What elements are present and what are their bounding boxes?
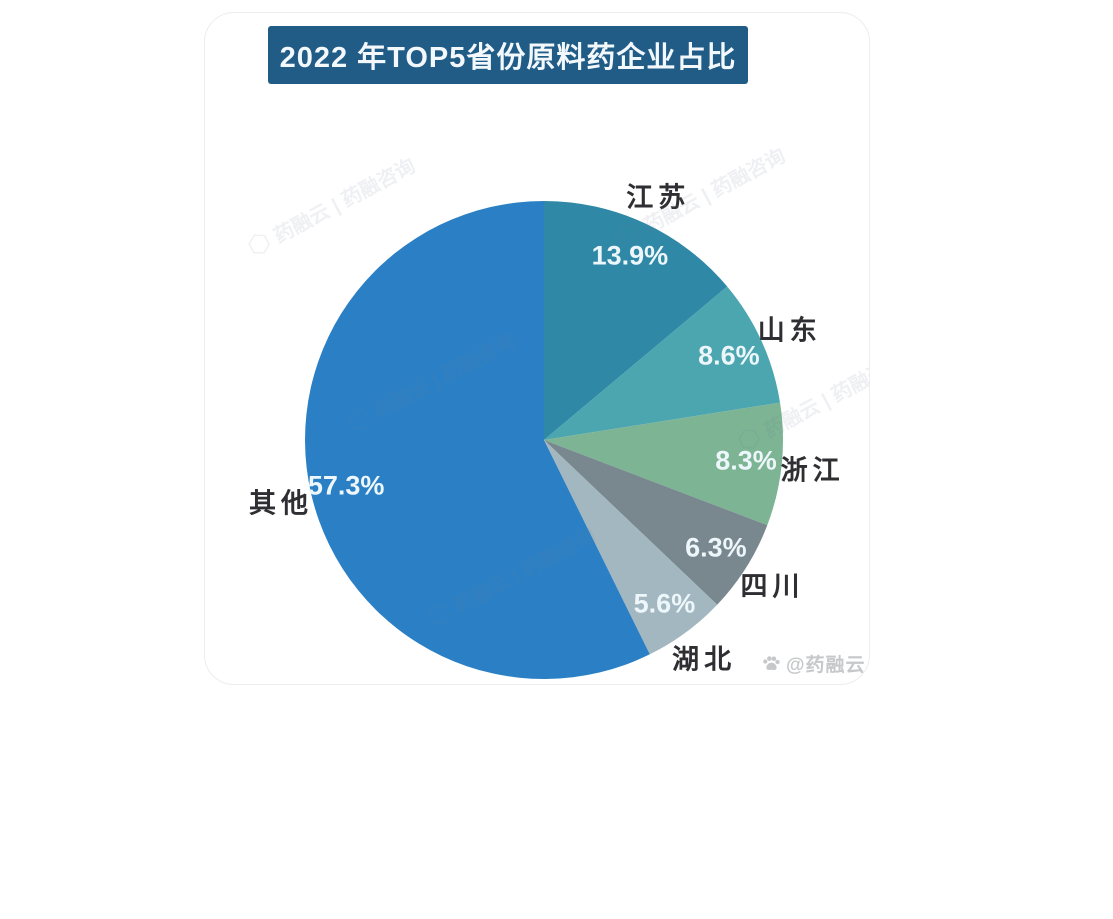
- chart-title-banner: 2022 年TOP5省份原料药企业占比: [268, 26, 748, 84]
- slice-value-label: 57.3%: [307, 470, 385, 501]
- slice-category-label: 湖北: [672, 644, 737, 675]
- slice-value-label: 5.6%: [633, 588, 696, 619]
- pie-slice-6: [305, 201, 650, 679]
- slice-category-label: 江苏: [626, 182, 691, 213]
- slice-value-label: 8.3%: [715, 445, 777, 476]
- slice-value-label: 13.9%: [591, 240, 669, 271]
- pie-slice-4: [544, 440, 768, 605]
- slice-value-label: 8.6%: [698, 340, 760, 371]
- slice-category-label: 山东: [757, 315, 822, 346]
- slice-category-label: 其他: [249, 488, 313, 519]
- chart-card: 2022 年TOP5省份原料药企业占比 13.9% 江苏 8.6% 山东 8.3% 浙江 6…: [204, 12, 870, 685]
- slice-value-label: 6.3%: [685, 532, 747, 563]
- pie-chart: [305, 201, 784, 679]
- pie-slice-5: [544, 440, 718, 655]
- pie-slice-1: [544, 201, 728, 440]
- slice-category-label: 四川: [740, 571, 805, 602]
- credit-text: @药融云: [786, 655, 866, 676]
- chart-title: 2022 年TOP5省份原料药企业占比: [279, 42, 737, 74]
- pie-chart-area: 13.9% 江苏 8.6% 山东 8.3% 浙江 6.3% 四川 5.6% 湖北 57.3% 其他: [205, 13, 869, 684]
- pie-slice-2: [544, 286, 781, 440]
- paw-icon: [763, 655, 780, 670]
- pie-slice-3: [544, 402, 784, 526]
- watermark-credit: @药融云: [761, 650, 866, 677]
- slice-category-label: 浙江: [780, 455, 845, 486]
